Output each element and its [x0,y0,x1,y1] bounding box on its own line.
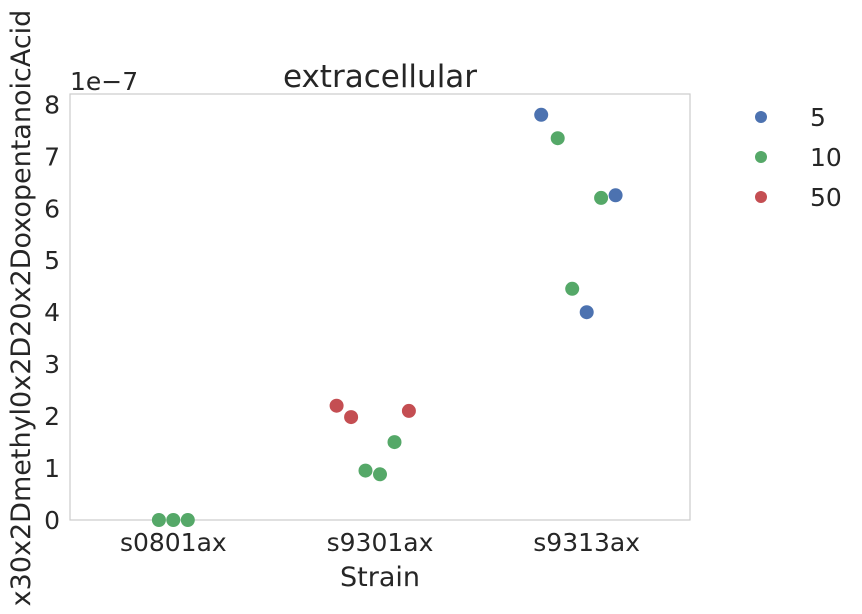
x-tick-label: s9313ax [533,528,640,557]
x-axis-label: Strain [340,562,420,593]
y-tick-label: 0 [44,506,60,535]
legend-label: 5 [810,103,826,132]
data-point-series-10 [565,281,580,296]
y-tick-label: 3 [44,350,60,379]
data-point-series-10 [180,513,195,527]
legend-label: 10 [810,143,842,172]
y-tick-labels: 0 1 2 3 4 5 6 7 8 [44,90,60,535]
x-tick-label: s0801ax [120,528,227,557]
y-tick-label: 6 [44,194,60,223]
data-point-series-10 [166,513,181,527]
legend-label: 50 [810,183,842,212]
data-point-series-5 [534,107,549,122]
legend-marker [755,151,767,163]
y-axis-label: x30x2Dmethyl0x2D20x2DoxopentanoicAcid [6,10,37,607]
y-tick-label: 2 [44,402,60,431]
legend-marker [755,191,767,203]
x-tick-label: s9301ax [327,528,434,557]
y-tick-label: 7 [44,142,60,171]
legend: 5 10 50 [755,103,842,212]
data-point-series-50 [401,403,416,418]
plot-area [69,93,691,521]
data-point-series-10 [550,131,565,146]
data-points [151,107,623,527]
y-tick-label: 4 [44,298,60,327]
y-tick-label: 8 [44,90,60,119]
data-point-series-10 [594,190,609,205]
x-tick-labels: s0801ax s9301ax s9313ax [120,528,640,557]
data-point-series-5 [608,188,623,203]
data-point-series-10 [373,467,387,482]
data-point-series-10 [151,513,166,527]
legend-marker [755,111,767,123]
data-point-series-50 [344,410,359,425]
y-tick-label: 1 [44,454,60,483]
data-point-series-10 [387,435,402,450]
data-point-series-50 [329,398,344,413]
y-offset-label: 1e−7 [70,67,138,96]
chart-title: extracellular [283,59,477,95]
y-tick-label: 5 [44,246,60,275]
data-point-series-5 [579,305,594,320]
data-point-series-10 [358,463,373,478]
